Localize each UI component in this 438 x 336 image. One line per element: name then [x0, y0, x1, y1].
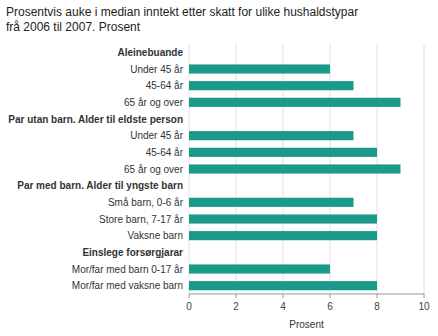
bar: Vaksne barn: 8: [189, 231, 377, 240]
chart: Prosentvis auke i median inntekt etter s…: [0, 0, 438, 336]
bar: Store barn, 7-17 år: 8: [189, 214, 377, 223]
chart-container: Prosentvis auke i median inntekt etter s…: [0, 0, 438, 336]
tick-label: 10: [418, 301, 430, 312]
group-label: Aleinebuande: [117, 47, 183, 58]
group-label: Par med barn. Alder til yngste barn: [17, 180, 183, 191]
bar: Under 45 år : 6: [189, 64, 330, 73]
bar: 45-64 år: 8: [189, 148, 377, 157]
category-label: 65 år og over: [124, 164, 184, 175]
bar: 65 år og over : 9: [189, 98, 401, 107]
category-label: Små barn, 0-6 år: [108, 197, 184, 208]
group-label: Einslege forsørgjarar: [82, 247, 183, 258]
grid-line: [424, 44, 425, 294]
category-label: 45-64 år: [146, 80, 184, 91]
x-axis-line: [189, 294, 424, 295]
bar: Mor/far med barn 0-17 år: 6: [189, 264, 330, 273]
tick-label: 8: [374, 301, 380, 312]
tick-mark: [330, 294, 331, 298]
bar: Mor/far med vaksne barn: 8: [189, 281, 377, 290]
tick-label: 6: [327, 301, 333, 312]
title: Prosentvis auke i median inntekt etter s…: [6, 5, 358, 19]
category-label: Store barn, 7-17 år: [99, 214, 184, 225]
category-label: Under 45 år: [130, 64, 183, 75]
bar: 45-64 år : 7: [189, 81, 354, 90]
tick-label: 0: [186, 301, 192, 312]
tick-label: 2: [233, 301, 239, 312]
y-axis-labels: Mor/far med vaksne barn Mor/far med barn …: [8, 47, 183, 291]
category-label: Mor/far med barn 0-17 år: [72, 264, 184, 275]
x-axis-label: Prosent: [289, 319, 324, 330]
tick-mark: [189, 294, 190, 298]
x-axis-ticks: 0 2 4 6 8 10: [186, 294, 430, 312]
title: frå 2006 til 2007. Prosent: [6, 20, 141, 34]
bars: Mor/far med vaksne barn: 8 Mor/far med ba…: [189, 64, 401, 290]
tick-mark: [283, 294, 284, 298]
bar: Små barn, 0-6 år: 7: [189, 198, 354, 207]
grid: [189, 44, 424, 294]
category-label: Under 45 år: [130, 130, 183, 141]
category-label: 65 år og over: [124, 97, 184, 108]
bar: Under 45 år: 7: [189, 131, 354, 140]
category-label: Mor/far med vaksne barn: [72, 280, 183, 291]
group-label: Par utan barn. Alder til eldste person: [8, 114, 183, 125]
tick-mark: [377, 294, 378, 298]
bar: 65 år og over: 9: [189, 164, 401, 173]
category-label: Vaksne barn: [128, 230, 183, 241]
tick-label: 4: [280, 301, 286, 312]
tick-mark: [236, 294, 237, 298]
tick-mark: [424, 294, 425, 298]
category-label: 45-64 år: [146, 147, 184, 158]
